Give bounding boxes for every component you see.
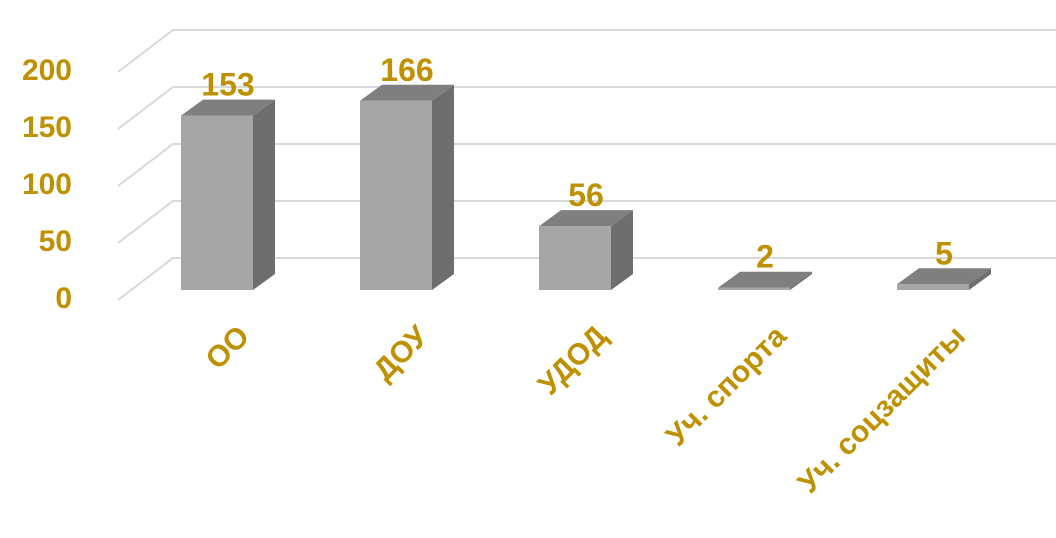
x-category-label: УДОД	[532, 320, 614, 402]
x-category-label: ДОУ	[367, 319, 435, 387]
bar-top	[181, 99, 275, 116]
bar-side	[969, 268, 991, 290]
bar	[539, 210, 633, 290]
gridline	[117, 143, 1056, 187]
data-label: 5	[935, 235, 953, 271]
bar	[718, 271, 812, 290]
data-label: 166	[380, 52, 433, 88]
bar-top	[897, 268, 991, 285]
bar	[360, 84, 454, 290]
x-category-label: ОО	[200, 320, 256, 376]
bar	[181, 99, 275, 290]
bar-front	[718, 287, 790, 290]
bar-front	[897, 284, 969, 290]
data-label: 2	[756, 239, 774, 275]
gridline	[117, 86, 1056, 130]
bar-top	[539, 210, 633, 227]
gridline	[117, 257, 1056, 301]
x-category-label: Уч. соцзащиты	[792, 320, 972, 500]
y-tick-label: 100	[22, 168, 72, 201]
x-category-label: Уч. спорта	[660, 319, 793, 452]
y-tick-label: 200	[22, 54, 72, 87]
bar-side	[253, 99, 275, 290]
bar-top	[360, 84, 454, 101]
bar-front	[360, 100, 432, 290]
y-axis-ticks: 0 50 100 150 200	[22, 54, 72, 315]
y-tick-label: 150	[22, 111, 72, 144]
bar-side	[432, 84, 454, 290]
bar-side	[790, 271, 812, 290]
data-label: 153	[201, 67, 254, 103]
gridline	[117, 29, 1056, 73]
bar-front	[539, 226, 611, 290]
bar-top	[718, 271, 812, 288]
data-label: 56	[568, 177, 604, 213]
bars	[181, 84, 991, 290]
bar	[897, 268, 991, 290]
y-tick-label: 50	[39, 225, 72, 258]
bar-front	[181, 115, 253, 290]
gridline	[117, 200, 1056, 244]
y-tick-label: 0	[55, 282, 72, 315]
bar-side	[611, 210, 633, 290]
data-labels: 153 166 56 2 5	[201, 52, 953, 275]
gridlines	[117, 29, 1056, 301]
